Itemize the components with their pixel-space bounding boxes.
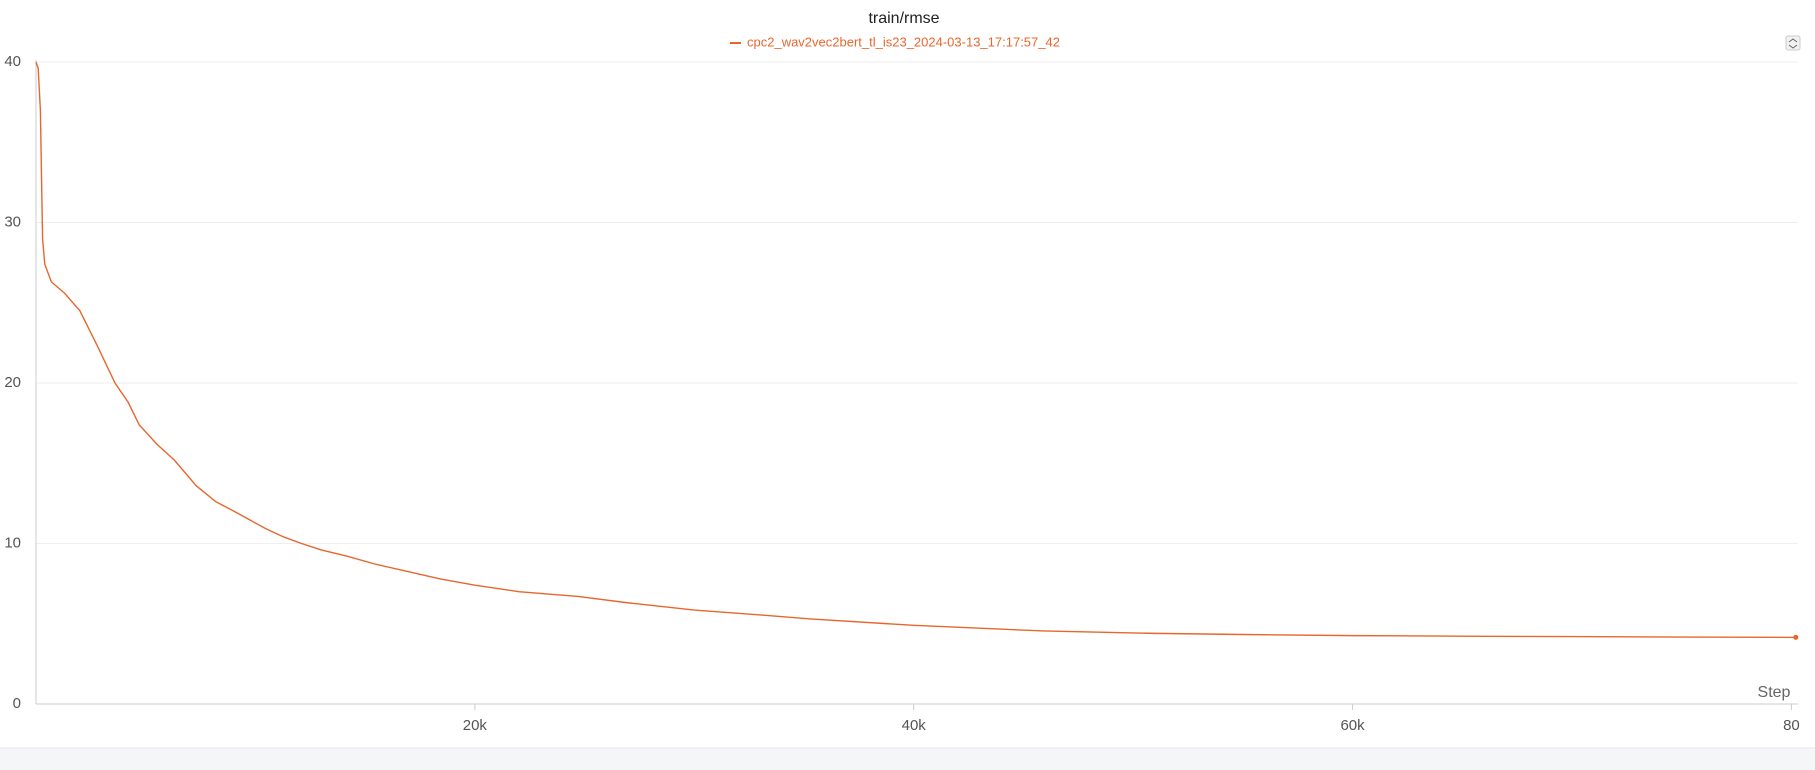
- options-arrows: [1788, 38, 1798, 49]
- end-point: [1793, 634, 1799, 640]
- series-line: [35, 61, 1796, 639]
- y-tick-label: 40: [4, 53, 21, 70]
- y-tick-label: 10: [4, 534, 21, 551]
- y-tick-label: 0: [13, 695, 21, 712]
- x-tick-label: 80: [1783, 717, 1800, 734]
- y-tick-label: 20: [4, 374, 21, 391]
- y-tick-label: 30: [4, 213, 21, 230]
- x-axis-label: Step: [1758, 684, 1791, 701]
- options-box[interactable]: [1785, 35, 1801, 51]
- options-icon[interactable]: [1785, 35, 1801, 51]
- x-tick-label: 40k: [902, 717, 927, 734]
- chart-title: train/rmse: [868, 10, 939, 27]
- footer-bar: [0, 748, 1815, 770]
- x-tick-label: 20k: [463, 717, 488, 734]
- legend-label: cpc2_wav2vec2bert_tl_is23_2024-03-13_17:…: [747, 34, 1060, 49]
- x-tick-label: 60k: [1340, 717, 1365, 734]
